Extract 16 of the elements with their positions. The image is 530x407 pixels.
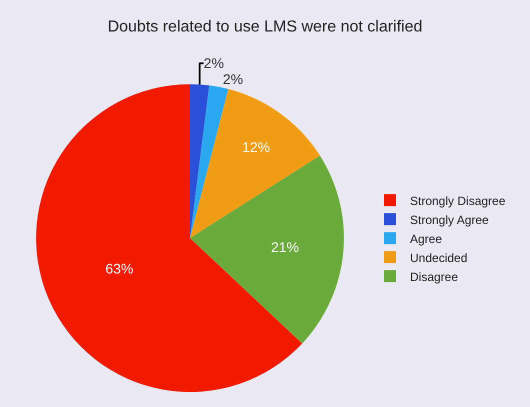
legend-label: Strongly Disagree (410, 194, 506, 208)
data-label: 2% (222, 71, 244, 88)
legend-label: Disagree (410, 270, 458, 284)
pie-slice (36, 84, 302, 392)
pie-slice (190, 156, 344, 344)
data-label: 12% (242, 139, 270, 156)
chart-title: Doubts related to use LMS were not clarified (108, 18, 422, 36)
data-label: 63% (105, 260, 134, 277)
legend-label: Strongly Agree (410, 212, 490, 227)
data-label: 21% (270, 239, 300, 256)
pie-slice (190, 85, 228, 238)
pie-slice (190, 89, 320, 238)
legend-label: Undecided (410, 250, 468, 265)
pie-slice (190, 84, 210, 238)
data-label: 2% (204, 55, 224, 72)
legend-label: Agree (410, 232, 442, 246)
